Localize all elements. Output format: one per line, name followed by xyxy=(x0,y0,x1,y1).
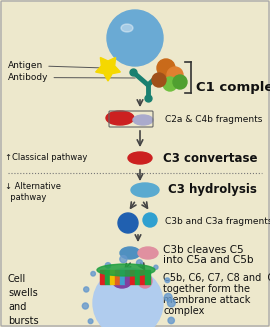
Text: C2a & C4b fragments: C2a & C4b fragments xyxy=(165,114,262,124)
Text: ↑Classical pathway: ↑Classical pathway xyxy=(5,153,87,163)
Circle shape xyxy=(88,319,93,324)
Ellipse shape xyxy=(106,111,134,125)
Text: C5b, C6, C7, C8 and  C9: C5b, C6, C7, C8 and C9 xyxy=(163,273,270,283)
Polygon shape xyxy=(96,58,120,81)
Circle shape xyxy=(165,278,170,283)
Circle shape xyxy=(173,75,187,89)
Bar xyxy=(105,270,110,284)
Circle shape xyxy=(143,213,157,227)
Text: C3b and C3a fragments: C3b and C3a fragments xyxy=(165,216,270,226)
Ellipse shape xyxy=(128,152,152,164)
Bar xyxy=(125,270,130,284)
Text: complex: complex xyxy=(163,306,204,316)
Circle shape xyxy=(82,303,88,309)
Bar xyxy=(145,270,150,284)
Text: C1 complex: C1 complex xyxy=(196,80,270,94)
Circle shape xyxy=(93,268,163,327)
Bar xyxy=(110,270,114,284)
Circle shape xyxy=(167,67,183,83)
Circle shape xyxy=(105,263,111,268)
Ellipse shape xyxy=(97,264,155,276)
Circle shape xyxy=(157,59,175,77)
Text: into C5a and C5b: into C5a and C5b xyxy=(163,255,254,265)
Circle shape xyxy=(167,299,175,307)
Circle shape xyxy=(118,213,138,233)
Ellipse shape xyxy=(131,183,159,197)
Circle shape xyxy=(120,256,127,263)
Text: C3b cleaves C5: C3b cleaves C5 xyxy=(163,245,244,255)
Circle shape xyxy=(164,293,172,301)
Text: Cell
swells
and
bursts: Cell swells and bursts xyxy=(8,274,39,326)
Circle shape xyxy=(91,271,95,276)
Text: Antibody: Antibody xyxy=(8,73,135,82)
Circle shape xyxy=(137,260,143,266)
Ellipse shape xyxy=(120,247,140,259)
Circle shape xyxy=(152,73,166,87)
Text: C3 convertase: C3 convertase xyxy=(163,151,258,164)
Ellipse shape xyxy=(133,115,153,125)
Ellipse shape xyxy=(113,276,131,288)
Circle shape xyxy=(168,317,174,324)
Text: Antigen: Antigen xyxy=(8,61,102,70)
Text: membrane attack: membrane attack xyxy=(163,295,250,305)
Text: C3 hydrolysis: C3 hydrolysis xyxy=(168,183,257,197)
Text: ↓ Alternative
  pathway: ↓ Alternative pathway xyxy=(5,182,61,202)
Circle shape xyxy=(84,287,89,292)
Circle shape xyxy=(107,10,163,66)
Bar xyxy=(135,270,140,284)
Bar xyxy=(120,270,124,284)
Ellipse shape xyxy=(138,247,158,259)
Text: together form the: together form the xyxy=(163,284,250,294)
Circle shape xyxy=(163,77,177,91)
Ellipse shape xyxy=(121,24,133,32)
Bar xyxy=(115,270,120,284)
Circle shape xyxy=(154,265,158,269)
Bar xyxy=(100,270,104,284)
Bar xyxy=(130,270,134,284)
Circle shape xyxy=(138,274,152,288)
Bar xyxy=(140,270,144,284)
